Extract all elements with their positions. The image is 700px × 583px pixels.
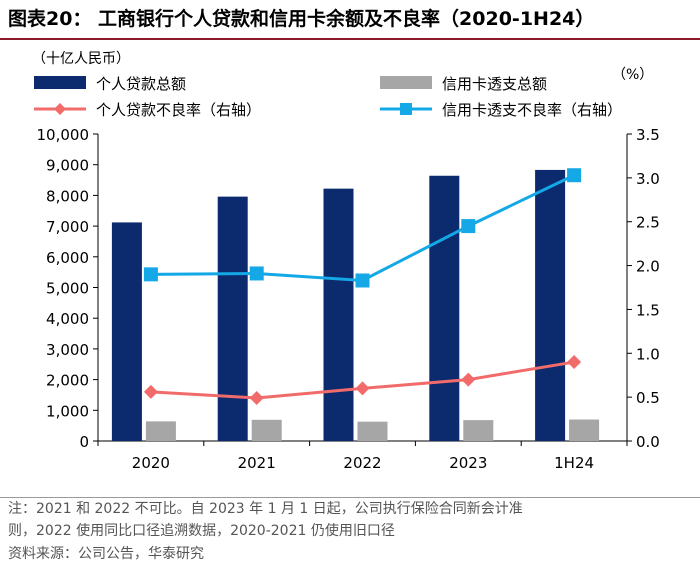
right-tick-label: 0.0 xyxy=(636,433,660,451)
x-tick-label: 2021 xyxy=(238,454,276,472)
legend-card-npl: 信用卡透支不良率（右轴） xyxy=(380,101,622,119)
bars xyxy=(111,169,600,441)
left-tick-label: 7,000 xyxy=(46,218,89,236)
x-tick-label: 2023 xyxy=(449,454,487,472)
legend-label: 个人贷款总额 xyxy=(96,75,186,93)
left-tick-label: 4,000 xyxy=(46,310,89,328)
left-tick-label: 2,000 xyxy=(46,372,89,390)
legend-label: 信用卡透支不良率（右轴） xyxy=(442,101,622,119)
right-tick-label: 3.5 xyxy=(636,126,660,144)
left-tick-label: 8,000 xyxy=(46,187,89,205)
card-npl-point xyxy=(143,267,158,282)
card-npl-line xyxy=(150,173,575,283)
card-overdraft-bar xyxy=(463,420,494,441)
right-tick-label: 1.5 xyxy=(636,301,660,319)
card-overdraft-bar xyxy=(569,419,600,441)
right-tick-label: 2.5 xyxy=(636,214,660,232)
loan-balance-bar xyxy=(323,188,354,441)
left-tick-label: 10,000 xyxy=(37,126,90,144)
loan-npl-point xyxy=(249,391,264,406)
card-overdraft-bar xyxy=(251,419,282,441)
x-tick-label: 2022 xyxy=(343,454,381,472)
left-tick-label: 6,000 xyxy=(46,249,89,267)
footnote-line-1: 注：2021 和 2022 不可比。自 2023 年 1 月 1 日起，公司执行… xyxy=(8,501,523,517)
legend-marker xyxy=(54,103,66,115)
loan-npl-point xyxy=(355,381,370,396)
right-tick-label: 1.0 xyxy=(636,345,660,363)
right-tick-label: 2.0 xyxy=(636,258,660,276)
card-npl-point xyxy=(355,273,370,288)
left-tick-label: 3,000 xyxy=(46,341,89,359)
card-npl-point xyxy=(461,219,476,234)
legend-loan-balance: 个人贷款总额 xyxy=(34,75,186,93)
card-overdraft-bar xyxy=(145,421,176,441)
left-tick-label: 0 xyxy=(79,433,89,451)
right-tick-label: 3.0 xyxy=(636,170,660,188)
title-divider xyxy=(0,38,700,40)
footnote-line-2: 则，2022 使用同比口径追溯数据，2020-2021 仍使用旧口径 xyxy=(8,523,395,539)
loan-npl-point xyxy=(567,355,582,370)
loan-balance-bar xyxy=(217,196,248,441)
footer-divider xyxy=(0,497,700,498)
legend-label: 个人贷款不良率（右轴） xyxy=(96,101,261,119)
series-lines xyxy=(143,168,582,406)
legend-loan-npl: 个人贷款不良率（右轴） xyxy=(34,101,261,119)
loan-balance-bar xyxy=(535,169,566,441)
axes: （十亿人民币） （%） 0 1,000 2,000 3,000 4,000 5,000 6,00… xyxy=(32,51,660,472)
loan-balance-bar xyxy=(111,222,142,441)
figure-title: 图表20： 工商银行个人贷款和信用卡余额及不良率（2020-1H24） xyxy=(8,8,595,30)
left-axis-unit: （十亿人民币） xyxy=(32,51,130,67)
card-overdraft-bar xyxy=(357,421,388,441)
card-npl-point xyxy=(249,266,264,281)
card-npl-point xyxy=(567,168,582,183)
legend-label: 信用卡透支总额 xyxy=(442,75,547,93)
x-tick-label: 1H24 xyxy=(554,454,594,472)
left-tick-label: 5,000 xyxy=(46,280,89,298)
right-axis-unit: （%） xyxy=(612,67,653,83)
x-tick-label: 2020 xyxy=(132,454,170,472)
left-tick-label: 9,000 xyxy=(46,157,89,175)
loan-npl-point xyxy=(143,384,158,399)
left-tick-label: 1,000 xyxy=(46,402,89,420)
legend-card-overdraft: 信用卡透支总额 xyxy=(380,75,547,93)
right-tick-label: 0.5 xyxy=(636,389,660,407)
loan-balance-bar xyxy=(429,175,460,441)
legend-marker xyxy=(400,103,412,115)
source-note: 资料来源：公司公告，华泰研究 xyxy=(8,546,204,562)
loan-npl-point xyxy=(461,372,476,387)
legend-swatch xyxy=(380,76,432,89)
legend-swatch xyxy=(34,76,86,89)
